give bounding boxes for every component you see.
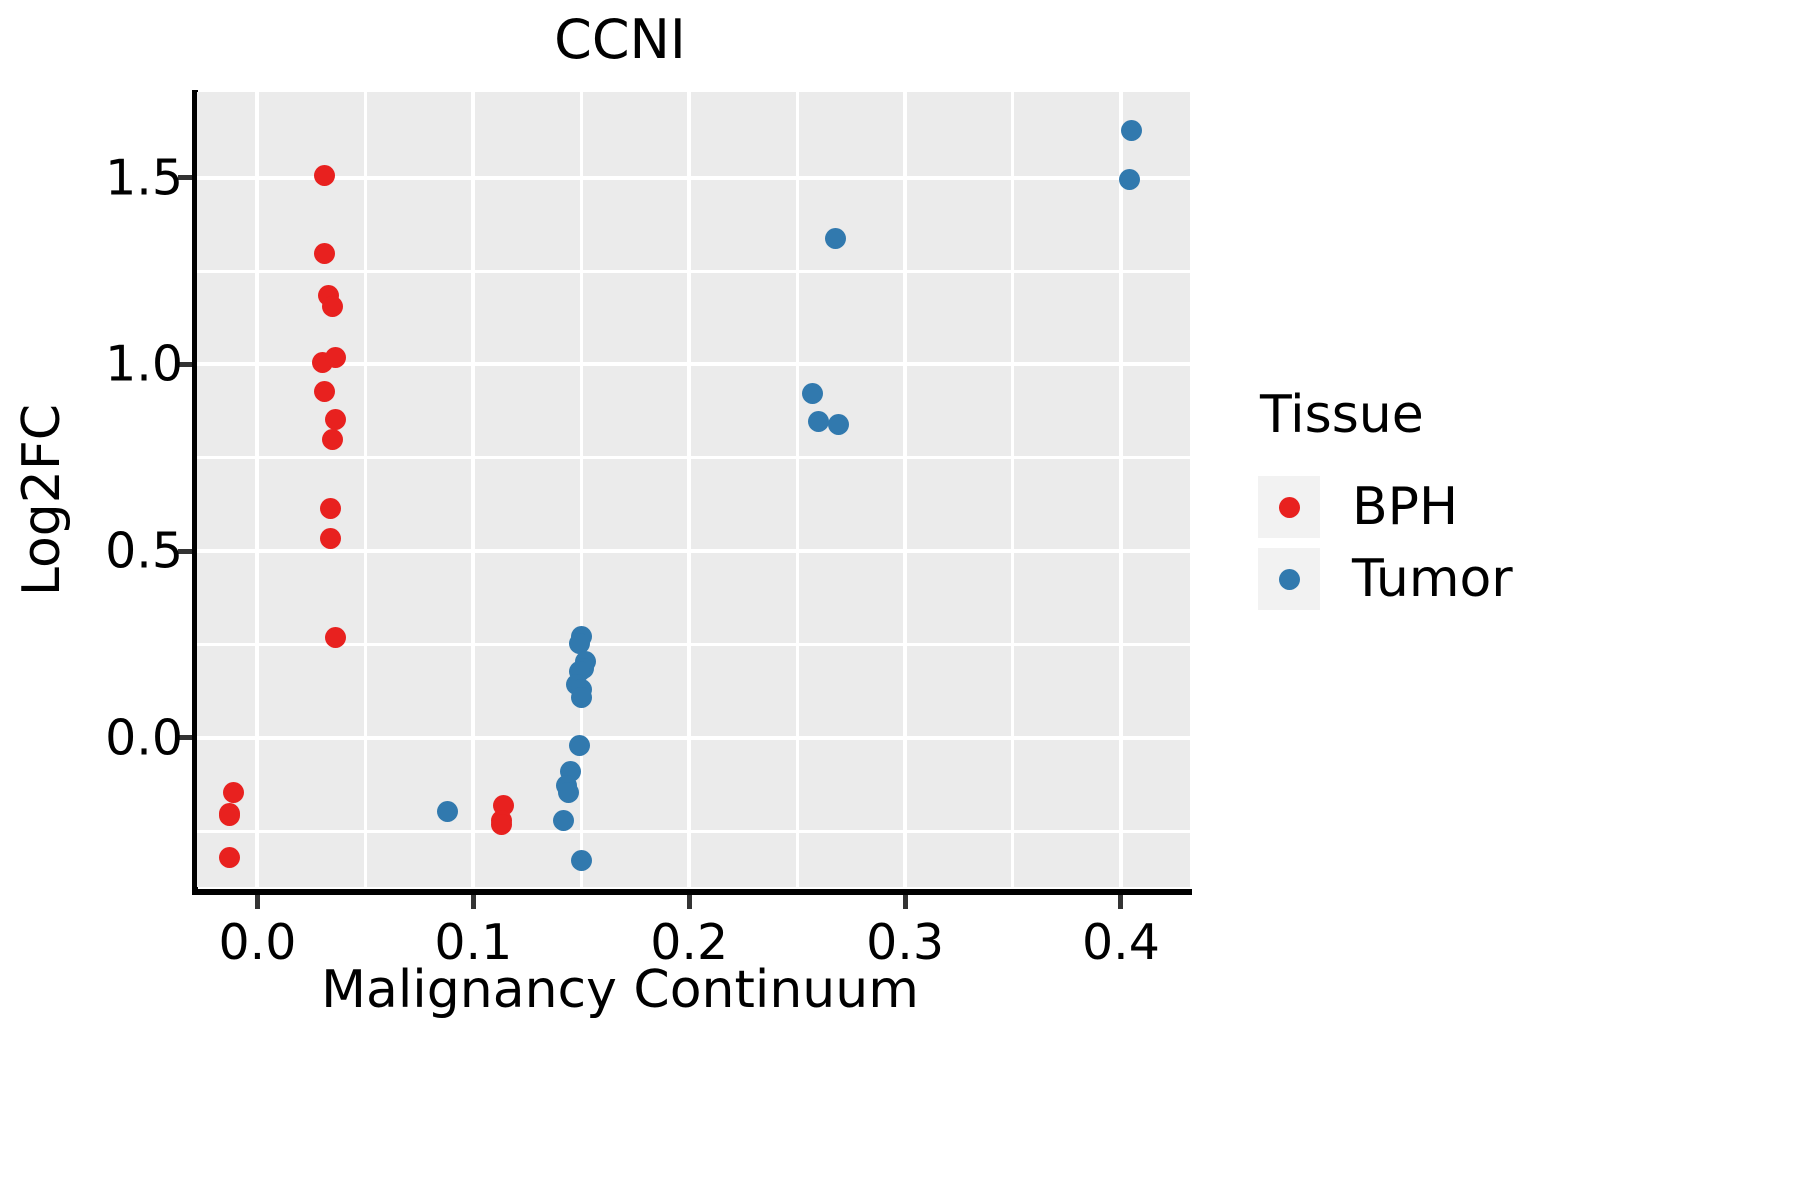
data-point-bph xyxy=(324,627,346,649)
legend-items: BPH Tumor xyxy=(1258,471,1778,615)
data-point-bph xyxy=(324,409,346,431)
gridline-vertical-major xyxy=(255,92,260,887)
data-point-bph xyxy=(218,846,240,868)
gridline-horizontal-major xyxy=(197,175,1190,180)
gridline-horizontal-minor xyxy=(197,829,1190,833)
y-tick-label: 0.0 xyxy=(105,709,183,767)
gridline-horizontal-major xyxy=(197,362,1190,367)
gridline-vertical-major xyxy=(687,92,692,887)
gridline-horizontal-major xyxy=(197,735,1190,740)
legend-item-tumor[interactable]: Tumor xyxy=(1258,543,1778,615)
x-tick-label: 0.0 xyxy=(218,914,297,971)
data-point-bph xyxy=(322,296,344,318)
gridline-vertical-major xyxy=(903,92,908,887)
data-point-bph xyxy=(490,813,512,835)
gridline-vertical-minor xyxy=(795,92,799,887)
x-tick-label: 0.2 xyxy=(650,914,729,971)
gridline-horizontal-minor xyxy=(197,456,1190,460)
data-point-tumor xyxy=(570,686,592,708)
y-axis-line xyxy=(192,90,198,895)
legend-item-bph[interactable]: BPH xyxy=(1258,471,1778,543)
data-point-tumor xyxy=(825,227,847,249)
gridline-vertical-major xyxy=(471,92,476,887)
legend-label: Tumor xyxy=(1352,549,1513,609)
legend: Tissue BPH Tumor xyxy=(1258,385,1778,615)
legend-key-swatch xyxy=(1258,476,1320,538)
y-axis-title: Log2FC xyxy=(12,403,72,597)
data-point-bph xyxy=(322,428,344,450)
x-tick-label: 0.3 xyxy=(866,914,945,971)
y-tick-mark xyxy=(178,735,192,741)
data-point-bph xyxy=(320,528,342,550)
data-point-tumor xyxy=(1121,119,1143,141)
x-tick-mark xyxy=(686,895,692,909)
data-point-bph xyxy=(218,804,240,826)
data-point-bph xyxy=(223,782,245,804)
y-tick-mark xyxy=(178,361,192,367)
data-point-bph xyxy=(313,242,335,264)
x-tick-label: 0.1 xyxy=(434,914,513,971)
gridline-horizontal-minor xyxy=(197,269,1190,273)
gridline-vertical-major xyxy=(1118,92,1123,887)
x-tick-mark xyxy=(902,895,908,909)
plot-panel xyxy=(197,92,1190,887)
gridline-vertical-minor xyxy=(579,92,583,887)
gridline-horizontal-major xyxy=(197,549,1190,554)
gridline-vertical-minor xyxy=(363,92,367,887)
data-point-bph xyxy=(320,497,342,519)
y-tick-mark xyxy=(178,548,192,554)
data-point-tumor xyxy=(827,414,849,436)
data-point-tumor xyxy=(801,383,823,405)
x-tick-mark xyxy=(470,895,476,909)
data-point-tumor xyxy=(1119,169,1141,191)
y-tick-label: 0.5 xyxy=(105,522,183,580)
x-axis-line xyxy=(192,889,1192,895)
legend-title: Tissue xyxy=(1260,385,1424,445)
data-point-bph xyxy=(313,380,335,402)
legend-dot-icon xyxy=(1278,496,1300,518)
gridline-vertical-minor xyxy=(1011,92,1015,887)
data-point-tumor xyxy=(568,632,590,654)
x-tick-mark xyxy=(1118,895,1124,909)
legend-label: BPH xyxy=(1352,477,1459,537)
legend-dot-icon xyxy=(1278,568,1300,590)
y-tick-label: 1.0 xyxy=(105,335,183,393)
data-point-tumor xyxy=(436,801,458,823)
x-axis-title: Malignancy Continuum xyxy=(321,960,919,1020)
data-point-bph xyxy=(313,165,335,187)
data-point-tumor xyxy=(568,735,590,757)
x-tick-label: 0.4 xyxy=(1081,914,1160,971)
y-tick-mark xyxy=(178,175,192,181)
x-tick-mark xyxy=(254,895,260,909)
legend-key-swatch xyxy=(1258,548,1320,610)
chart-title: CCNI xyxy=(554,8,686,71)
data-point-tumor xyxy=(557,782,579,804)
gridline-horizontal-minor xyxy=(197,642,1190,646)
data-point-tumor xyxy=(553,810,575,832)
data-point-tumor xyxy=(570,850,592,872)
data-point-bph xyxy=(324,347,346,369)
y-tick-label: 1.5 xyxy=(105,149,183,207)
data-point-tumor xyxy=(808,410,830,432)
